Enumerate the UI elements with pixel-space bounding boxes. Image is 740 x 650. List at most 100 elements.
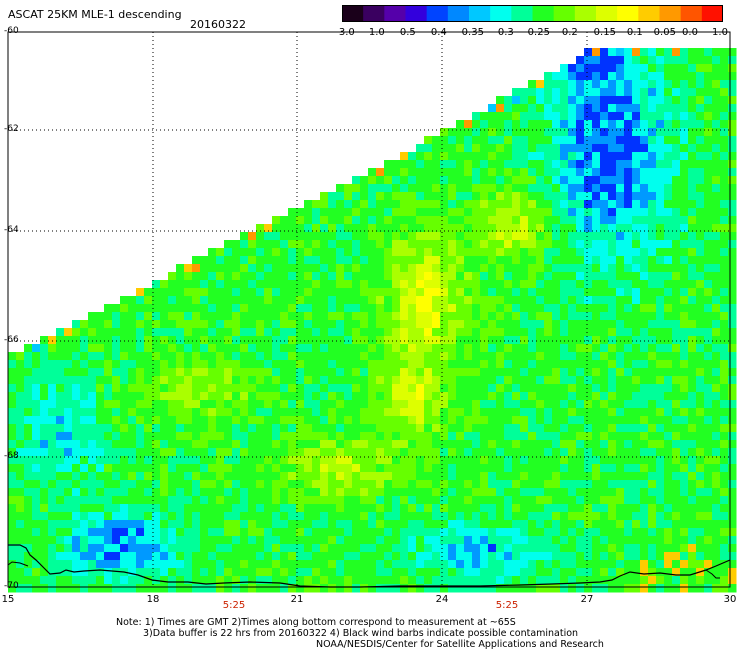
wind-cell <box>272 456 281 465</box>
wind-cell <box>512 496 521 505</box>
wind-cell <box>184 432 193 441</box>
wind-cell <box>640 504 649 513</box>
wind-cell <box>184 328 193 337</box>
wind-cell <box>424 208 433 217</box>
wind-cell <box>592 384 601 393</box>
wind-cell <box>424 480 433 489</box>
wind-cell <box>528 432 537 441</box>
wind-cell <box>552 552 561 561</box>
wind-cell <box>656 328 665 337</box>
wind-cell <box>704 504 713 513</box>
wind-cell <box>120 408 129 417</box>
wind-cell <box>544 480 553 489</box>
wind-cell <box>400 240 409 249</box>
wind-cell <box>608 200 617 209</box>
wind-cell <box>504 288 513 297</box>
wind-cell <box>552 280 561 289</box>
wind-cell <box>328 192 337 201</box>
wind-cell <box>624 120 633 129</box>
wind-cell <box>560 200 569 209</box>
wind-cell <box>640 384 649 393</box>
wind-cell <box>528 576 537 585</box>
wind-cell <box>680 520 689 529</box>
wind-cell <box>512 216 521 225</box>
wind-cell <box>296 424 305 433</box>
wind-cell <box>80 400 89 409</box>
wind-cell <box>448 416 457 425</box>
wind-cell <box>536 304 545 313</box>
wind-cell <box>552 224 561 233</box>
wind-cell <box>304 344 313 353</box>
wind-cell <box>104 464 113 473</box>
wind-cell <box>408 528 417 537</box>
wind-cell <box>152 312 161 321</box>
wind-cell <box>552 504 561 513</box>
wind-cell <box>304 576 313 585</box>
wind-cell <box>88 328 97 337</box>
wind-cell <box>624 112 633 121</box>
wind-cell <box>312 536 321 545</box>
wind-cell <box>488 272 497 281</box>
wind-cell <box>56 360 65 369</box>
wind-cell <box>672 416 681 425</box>
wind-cell <box>104 584 113 593</box>
wind-cell <box>480 240 489 249</box>
wind-cell <box>448 488 457 497</box>
wind-cell <box>568 184 577 193</box>
wind-cell <box>424 360 433 369</box>
wind-cell <box>448 512 457 521</box>
wind-cell <box>216 384 225 393</box>
wind-cell <box>696 232 705 241</box>
wind-cell <box>496 336 505 345</box>
wind-cell <box>336 392 345 401</box>
wind-cell <box>224 280 233 289</box>
wind-cell <box>208 544 217 553</box>
wind-cell <box>720 208 729 217</box>
wind-cell <box>248 584 257 593</box>
wind-cell <box>352 240 361 249</box>
wind-cell <box>600 368 609 377</box>
wind-cell <box>512 288 521 297</box>
wind-cell <box>224 336 233 345</box>
wind-cell <box>240 328 249 337</box>
wind-cell <box>576 384 585 393</box>
wind-cell <box>472 256 481 265</box>
wind-cell <box>504 512 513 521</box>
wind-cell <box>656 512 665 521</box>
wind-cell <box>280 296 289 305</box>
wind-cell <box>384 536 393 545</box>
wind-cell <box>520 192 529 201</box>
wind-cell <box>600 312 609 321</box>
wind-cell <box>688 312 697 321</box>
wind-cell <box>704 568 713 577</box>
wind-cell <box>248 480 257 489</box>
wind-cell <box>400 416 409 425</box>
wind-cell <box>136 536 145 545</box>
wind-cell <box>352 216 361 225</box>
wind-cell <box>680 416 689 425</box>
wind-cell <box>520 312 529 321</box>
wind-cell <box>576 152 585 161</box>
wind-cell <box>456 216 465 225</box>
wind-cell <box>624 56 633 65</box>
wind-cell <box>368 472 377 481</box>
wind-cell <box>672 496 681 505</box>
wind-cell <box>304 392 313 401</box>
wind-cell <box>696 200 705 209</box>
wind-cell <box>552 288 561 297</box>
wind-cell <box>480 216 489 225</box>
wind-cell <box>648 488 657 497</box>
wind-cell <box>680 488 689 497</box>
wind-cell <box>144 488 153 497</box>
wind-cell <box>656 152 665 161</box>
wind-cell <box>640 568 649 577</box>
wind-cell <box>712 400 721 409</box>
wind-cell <box>696 296 705 305</box>
wind-cell <box>576 552 585 561</box>
wind-cell <box>672 168 681 177</box>
wind-cell <box>472 512 481 521</box>
wind-cell <box>624 496 633 505</box>
wind-cell <box>176 400 185 409</box>
wind-cell <box>416 184 425 193</box>
wind-cell <box>320 280 329 289</box>
